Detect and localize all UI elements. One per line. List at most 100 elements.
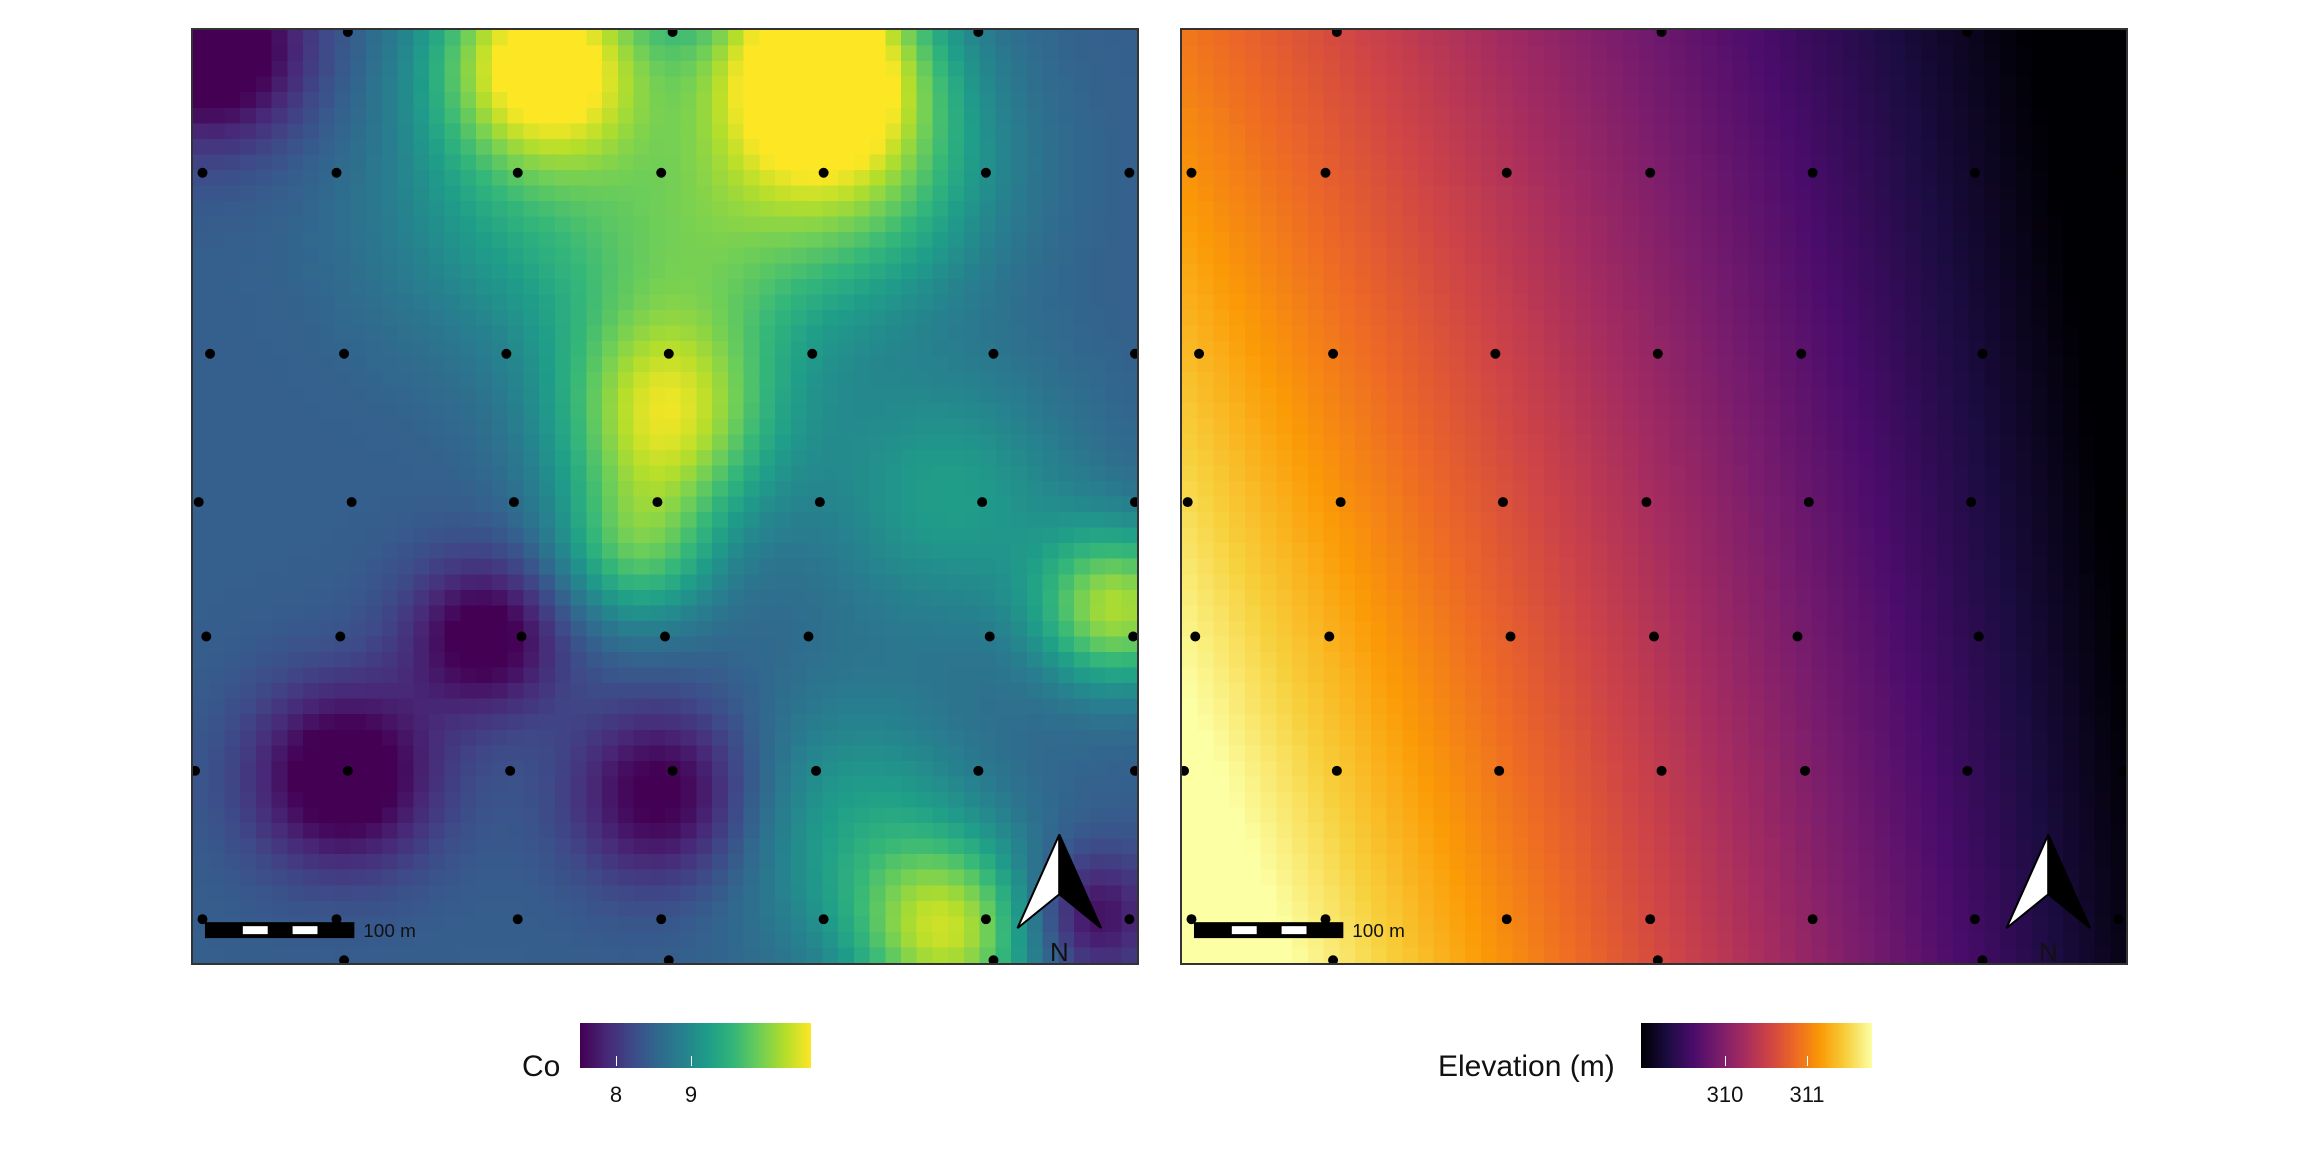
sample-point — [1190, 631, 1201, 642]
sample-point — [339, 955, 350, 963]
sample-point — [988, 348, 999, 359]
sample-point — [1969, 167, 1980, 178]
sample-point — [977, 497, 988, 508]
sample-point — [663, 955, 674, 963]
sample-point — [1969, 914, 1980, 925]
north-arrow-icon: N — [1016, 834, 1103, 963]
sample-point — [1331, 765, 1342, 776]
legend-tick-label: 8 — [609, 1082, 623, 1107]
elevation-raster — [1182, 30, 2126, 963]
sample-point — [1331, 30, 1342, 37]
sample-point — [1490, 348, 1501, 359]
sample-point — [1335, 497, 1346, 508]
sample-point — [197, 914, 208, 925]
sample-point — [1182, 765, 1189, 776]
legend-tick — [1807, 1056, 1808, 1066]
sample-point — [1656, 765, 1667, 776]
sample-point — [1966, 497, 1977, 508]
co-raster — [193, 30, 1137, 963]
sample-point — [512, 167, 523, 178]
sample-point — [2113, 914, 2124, 925]
sample-point — [1649, 631, 1659, 642]
sample-point — [193, 497, 204, 508]
sample-point — [1796, 348, 1807, 359]
sample-point — [1194, 348, 1205, 359]
elevation-overlay: 100 m N — [1182, 30, 2126, 963]
sample-point — [1962, 30, 1973, 37]
sample-point — [667, 30, 678, 37]
legend-tick — [691, 1056, 692, 1066]
sample-point — [331, 167, 342, 178]
sample-point — [1641, 497, 1652, 508]
co-legend: Co 8 9 — [500, 1020, 840, 1120]
north-arrow-icon: N — [2005, 834, 2092, 963]
sample-point — [980, 167, 991, 178]
sample-point — [346, 497, 357, 508]
co-map-panel: 100 m N — [191, 28, 1139, 965]
sample-point — [980, 914, 991, 925]
sample-point — [1124, 167, 1135, 178]
sample-point — [1645, 167, 1656, 178]
sample-point — [335, 631, 346, 642]
sample-point — [2119, 348, 2126, 359]
elevation-map-panel: 100 m N — [1180, 28, 2128, 965]
sample-point — [1324, 631, 1335, 642]
sample-point — [988, 955, 999, 963]
sample-point — [1186, 914, 1197, 925]
sample-point — [811, 765, 822, 776]
sample-point — [1656, 30, 1667, 37]
sample-point — [2117, 631, 2126, 642]
sample-point — [803, 631, 814, 642]
sample-point — [205, 348, 216, 359]
sample-point — [818, 914, 829, 925]
sample-point — [1130, 348, 1137, 359]
co-legend-colorbar — [580, 1023, 811, 1068]
sample-point — [501, 348, 512, 359]
scale-bar: 100 m — [1193, 921, 1405, 942]
sample-point — [1800, 765, 1811, 776]
sample-point — [1803, 497, 1814, 508]
co-overlay: 100 m N — [193, 30, 1137, 963]
sample-point — [2113, 167, 2124, 178]
elevation-legend: Elevation (m) 310 311 — [1430, 1020, 1890, 1120]
sample-point — [1652, 955, 1663, 963]
co-sample-points — [193, 30, 1137, 963]
sample-point — [1645, 914, 1656, 925]
sample-point — [1652, 348, 1663, 359]
sample-point — [973, 765, 984, 776]
sample-point — [660, 631, 670, 642]
sample-point — [1320, 914, 1331, 925]
north-label: N — [1050, 939, 1069, 963]
sample-point — [1130, 497, 1137, 508]
sample-point — [1807, 167, 1818, 178]
sample-point — [1128, 631, 1137, 642]
sample-point — [807, 348, 818, 359]
sample-point — [2119, 765, 2126, 776]
sample-point — [193, 765, 200, 776]
legend-tick-label: 9 — [684, 1082, 698, 1107]
sample-point — [2119, 497, 2126, 508]
sample-point — [667, 765, 678, 776]
sample-point — [1977, 348, 1988, 359]
sample-point — [1505, 631, 1516, 642]
sample-point — [1182, 497, 1193, 508]
sample-point — [984, 631, 995, 642]
legend-tick — [616, 1056, 617, 1066]
sample-point — [652, 497, 663, 508]
sample-point — [814, 497, 825, 508]
sample-point — [663, 348, 674, 359]
sample-point — [818, 167, 829, 178]
sample-point — [339, 348, 350, 359]
elevation-legend-colorbar — [1641, 1023, 1872, 1068]
sample-point — [656, 914, 667, 925]
sample-point — [1501, 914, 1512, 925]
sample-point — [1328, 348, 1339, 359]
sample-point — [516, 631, 527, 642]
sample-point — [342, 30, 353, 37]
sample-point — [1962, 765, 1973, 776]
elevation-sample-points — [1182, 30, 2126, 963]
sample-point — [197, 167, 208, 178]
sample-point — [201, 631, 212, 642]
sample-point — [505, 765, 516, 776]
sample-point — [1320, 167, 1331, 178]
